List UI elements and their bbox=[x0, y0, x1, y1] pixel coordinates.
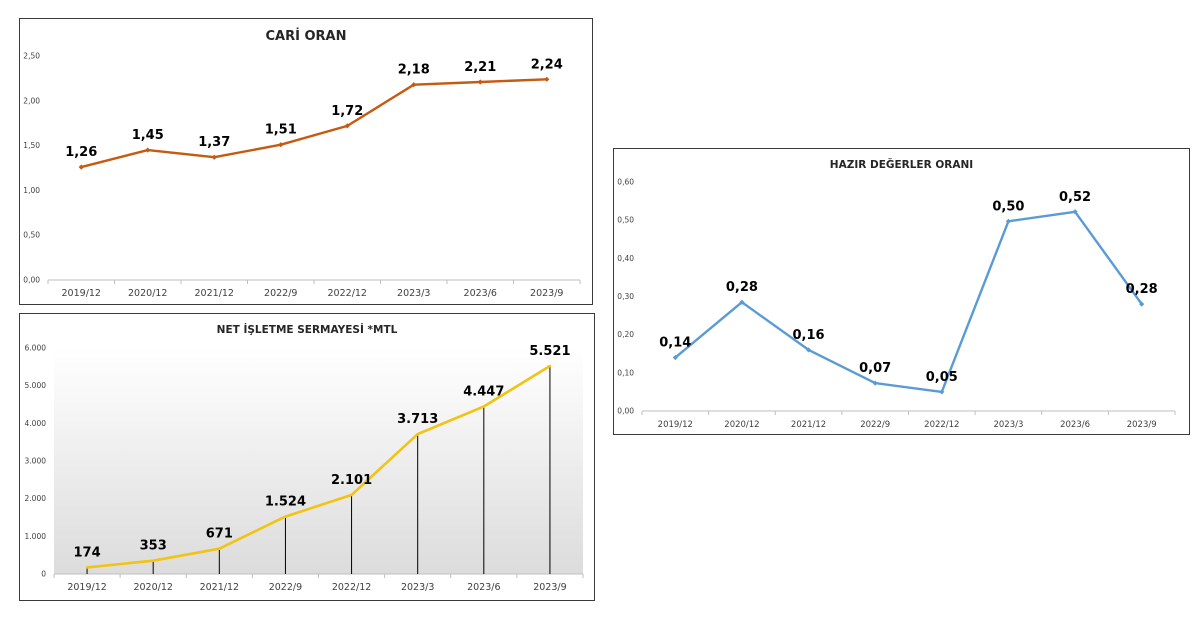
chart-title: HAZIR DEĞERLER ORANI bbox=[830, 158, 973, 171]
x-category-label: 2023/9 bbox=[530, 288, 563, 299]
data-label: 4.447 bbox=[463, 384, 504, 399]
y-tick-label: 0 bbox=[41, 570, 46, 579]
data-label: 1,26 bbox=[65, 145, 97, 160]
data-point-marker bbox=[278, 142, 284, 148]
data-label: 0,14 bbox=[659, 336, 691, 351]
x-category-label: 2022/12 bbox=[332, 582, 371, 593]
y-tick-label: 0,20 bbox=[617, 330, 634, 339]
data-label: 1,72 bbox=[331, 104, 363, 119]
data-label: 2,21 bbox=[464, 60, 496, 75]
y-tick-label: 1,00 bbox=[23, 186, 40, 195]
plot-area-background bbox=[54, 348, 583, 574]
hazir-degerler-orani-plot: HAZIR DEĞERLER ORANI 0,00 0,10 0,20 0,30 0,40… bbox=[617, 158, 1176, 430]
x-category-label: 2022/9 bbox=[264, 288, 297, 299]
data-label: 0,28 bbox=[726, 280, 758, 295]
y-tick-label: 0,50 bbox=[617, 216, 634, 225]
x-category-label: 2023/6 bbox=[467, 582, 500, 593]
y-tick-label: 0,50 bbox=[23, 231, 40, 240]
data-label: 1,51 bbox=[265, 123, 297, 138]
cari-oran-plot: CARİ ORAN 0,00 0,50 1,00 1,50 2,00 2,50 2019/12… bbox=[23, 28, 581, 299]
y-tick-label: 5.000 bbox=[25, 381, 47, 390]
data-label: 0,52 bbox=[1059, 190, 1091, 205]
y-tick-label: 0,00 bbox=[23, 276, 40, 285]
x-category-label: 2023/9 bbox=[533, 582, 566, 593]
y-tick-label: 0,30 bbox=[617, 292, 634, 301]
x-category-label: 2021/12 bbox=[200, 582, 239, 593]
x-category-label: 2020/12 bbox=[128, 288, 167, 299]
y-tick-label: 0,00 bbox=[617, 407, 634, 416]
data-label: 2.101 bbox=[331, 473, 372, 488]
x-category-label: 2019/12 bbox=[67, 582, 106, 593]
x-category-label: 2022/9 bbox=[269, 582, 302, 593]
y-tick-label: 0,10 bbox=[617, 368, 634, 377]
x-category-label: 2023/3 bbox=[993, 420, 1023, 430]
data-label: 2,18 bbox=[398, 63, 430, 78]
data-label: 5.521 bbox=[529, 344, 570, 359]
y-tick-label: 1.000 bbox=[25, 532, 47, 541]
chart-title: NET İŞLETME SERMAYESİ *MTL bbox=[217, 322, 398, 336]
data-point-marker bbox=[544, 76, 550, 82]
data-label: 3.713 bbox=[397, 412, 438, 427]
x-category-label: 2022/9 bbox=[860, 420, 890, 430]
data-point-marker bbox=[344, 123, 350, 129]
y-tick-label: 3.000 bbox=[25, 457, 47, 466]
data-point-marker bbox=[78, 164, 84, 170]
data-label: 0,05 bbox=[926, 370, 958, 385]
x-category-label: 2023/9 bbox=[1127, 420, 1157, 430]
series-line bbox=[80, 78, 548, 169]
data-label: 1.524 bbox=[265, 495, 306, 510]
data-point-marker bbox=[211, 154, 217, 160]
series-line bbox=[674, 210, 1143, 394]
cari-oran-chart: CARİ ORAN 0,00 0,50 1,00 1,50 2,00 2,50 2019/12… bbox=[19, 18, 593, 305]
data-label: 0,50 bbox=[992, 199, 1024, 214]
net-isletme-sermayesi-chart: NET İŞLETME SERMAYESİ *MTL 0 1.000 2.000 3.0… bbox=[19, 313, 595, 601]
x-category-label: 2023/3 bbox=[401, 582, 434, 593]
data-label: 2,24 bbox=[531, 57, 563, 72]
data-point-marker bbox=[145, 147, 151, 153]
y-tick-label: 0,40 bbox=[617, 254, 634, 263]
data-point-marker bbox=[1005, 218, 1012, 224]
data-label: 0,07 bbox=[859, 361, 891, 376]
x-category-label: 2021/12 bbox=[195, 288, 234, 299]
y-tick-label: 2,50 bbox=[23, 52, 40, 61]
y-tick-label: 2.000 bbox=[25, 494, 47, 503]
y-tick-label: 1,50 bbox=[23, 141, 40, 150]
x-category-label: 2019/12 bbox=[658, 420, 693, 430]
y-tick-label: 0,60 bbox=[617, 178, 634, 187]
net-isletme-sermayesi-plot: NET İŞLETME SERMAYESİ *MTL 0 1.000 2.000 3.0… bbox=[25, 322, 584, 593]
data-label: 353 bbox=[140, 539, 167, 554]
data-label: 174 bbox=[73, 545, 100, 560]
x-category-label: 2020/12 bbox=[133, 582, 172, 593]
data-label: 0,16 bbox=[793, 328, 825, 343]
chart-title: CARİ ORAN bbox=[266, 28, 347, 44]
series-line bbox=[85, 364, 552, 569]
data-label: 671 bbox=[206, 527, 233, 542]
x-category-label: 2023/6 bbox=[1060, 420, 1090, 430]
x-category-label: 2022/12 bbox=[328, 288, 367, 299]
data-label: 0,28 bbox=[1126, 282, 1158, 297]
y-tick-label: 6.000 bbox=[25, 344, 47, 353]
data-point-marker bbox=[672, 354, 678, 361]
x-category-label: 2023/6 bbox=[464, 288, 497, 299]
y-tick-label: 2,00 bbox=[23, 96, 40, 105]
data-point-marker bbox=[411, 82, 417, 88]
x-category-label: 2021/12 bbox=[791, 420, 826, 430]
x-category-label: 2019/12 bbox=[62, 288, 101, 299]
data-point-marker bbox=[477, 79, 483, 85]
data-label: 1,45 bbox=[132, 128, 164, 143]
x-category-label: 2020/12 bbox=[724, 420, 759, 430]
data-label: 1,37 bbox=[198, 135, 230, 150]
x-category-label: 2023/3 bbox=[397, 288, 430, 299]
y-tick-label: 4.000 bbox=[25, 419, 47, 428]
x-category-label: 2022/12 bbox=[924, 420, 959, 430]
hazir-degerler-orani-chart: HAZIR DEĞERLER ORANI 0,00 0,10 0,20 0,30 0,40… bbox=[613, 148, 1190, 435]
